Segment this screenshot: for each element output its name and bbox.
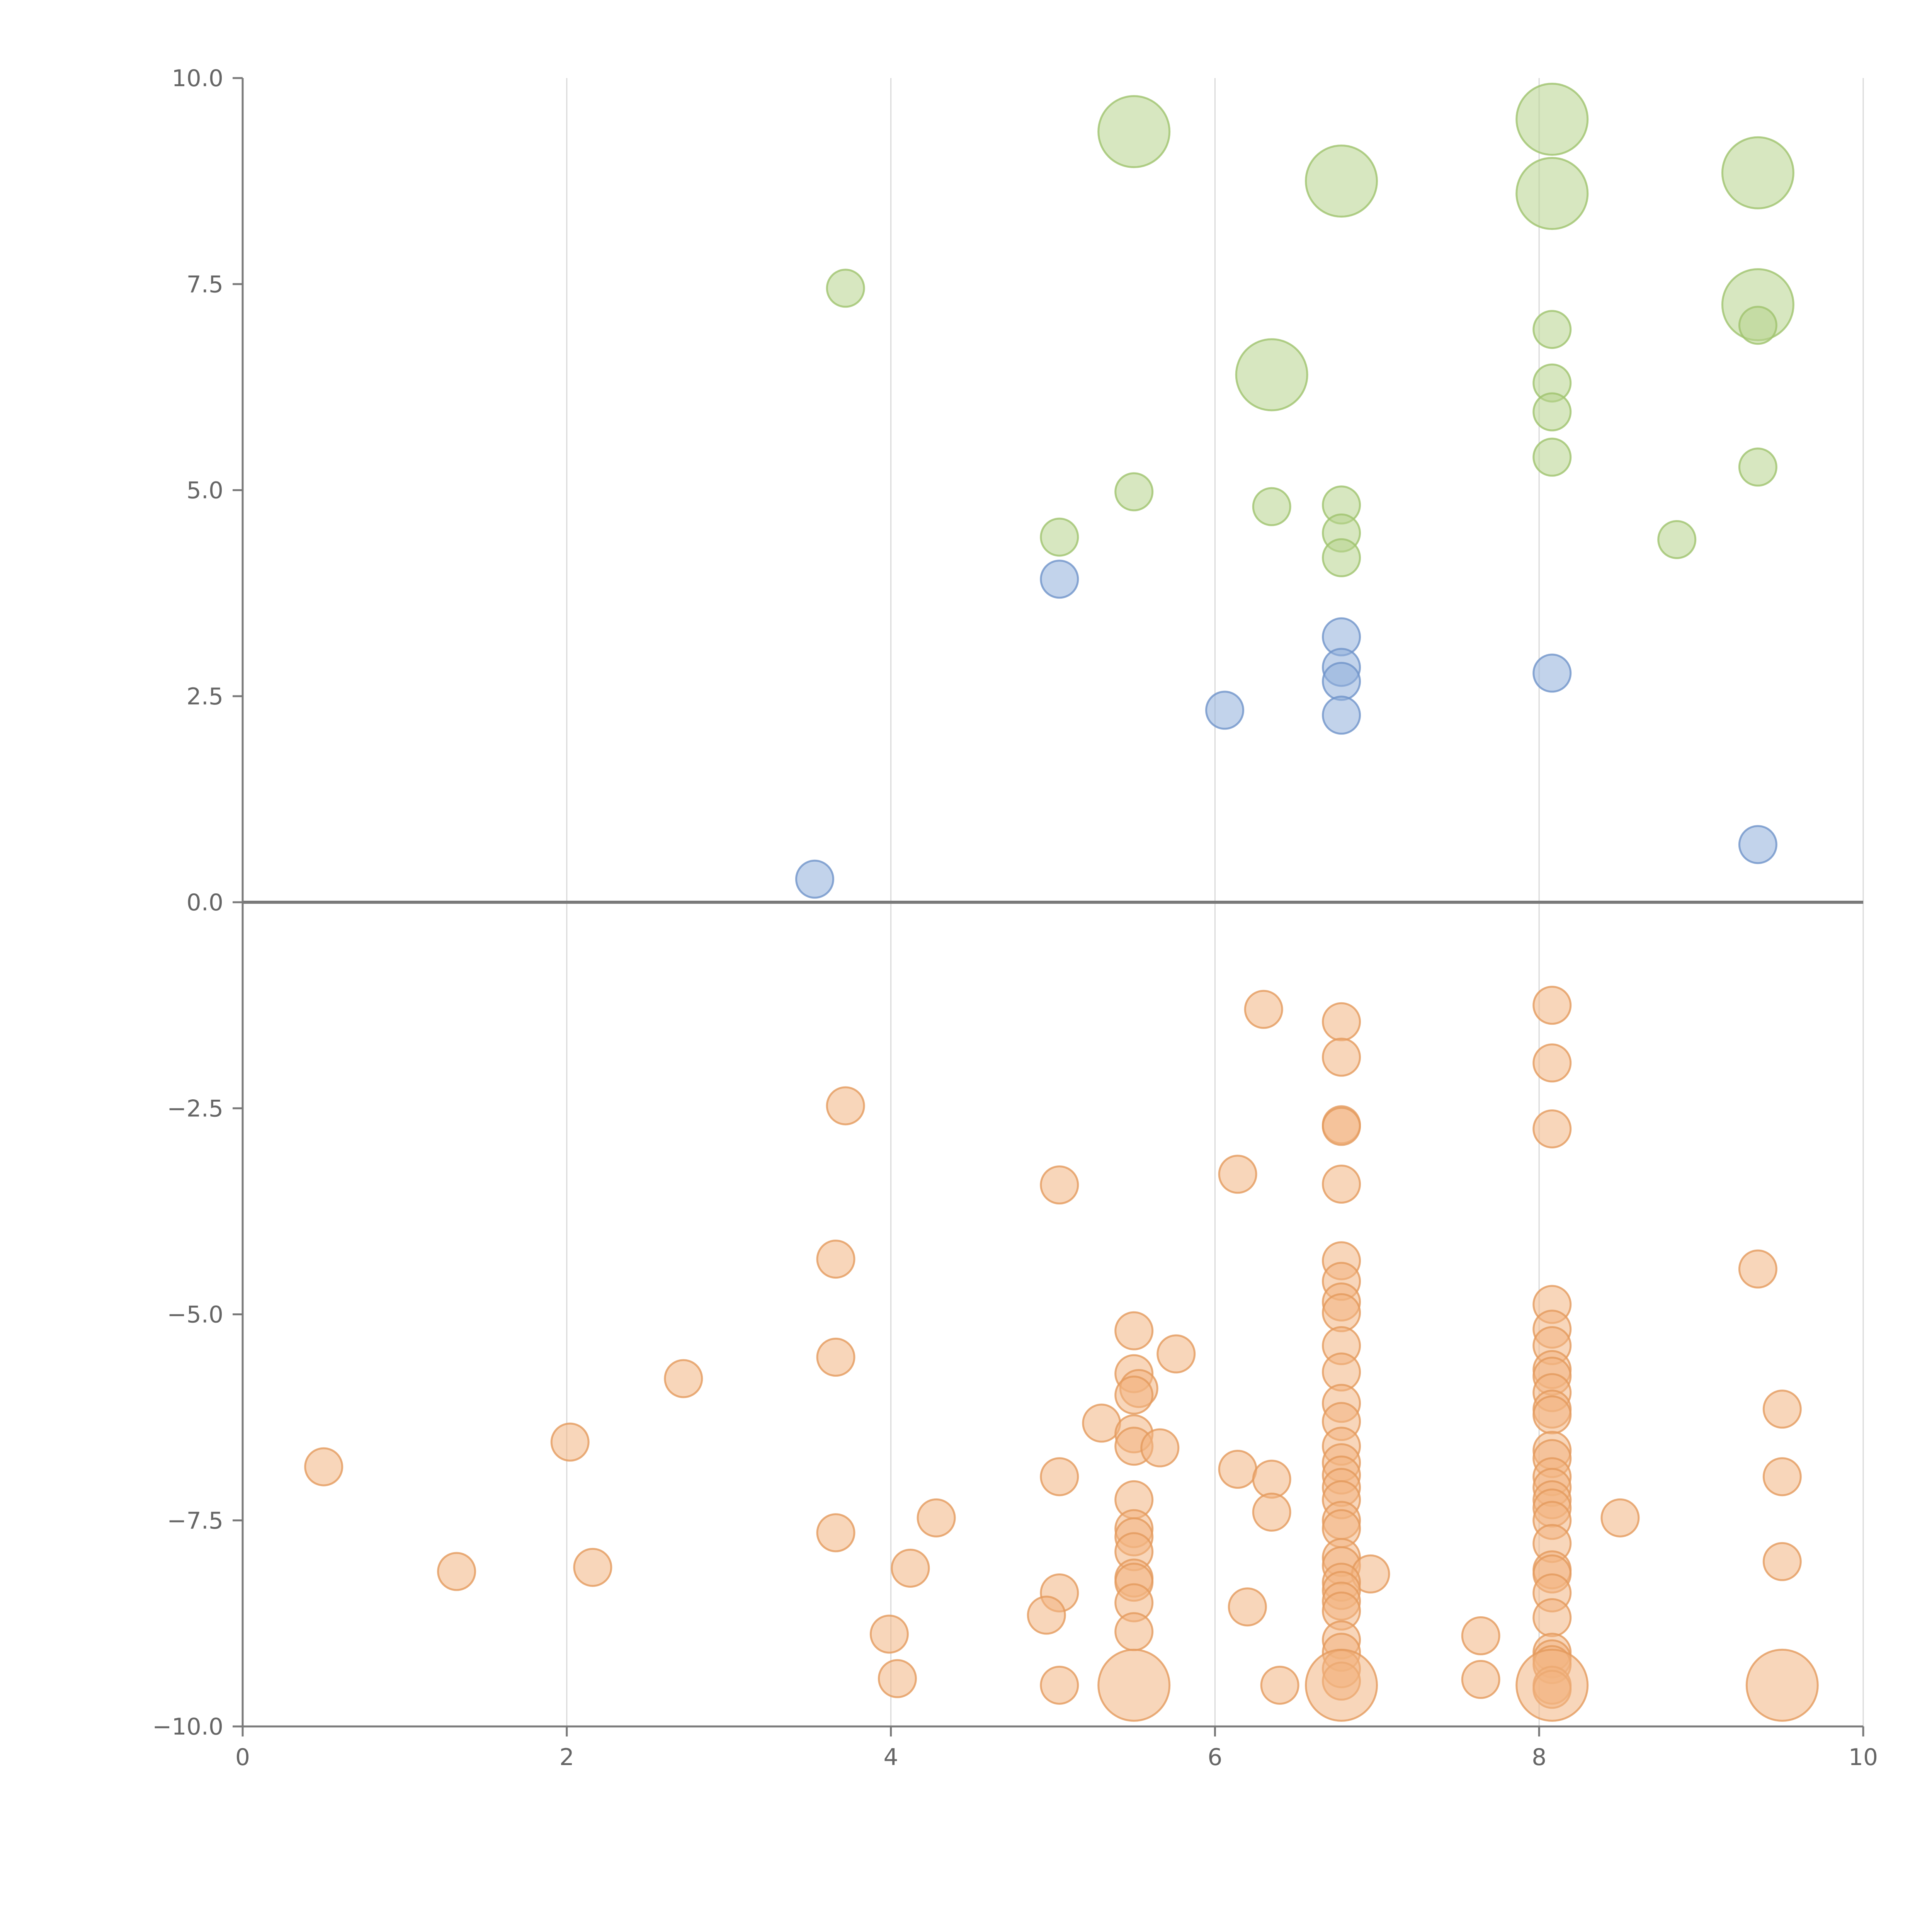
- data-point: [1738, 825, 1777, 864]
- data-point: [1205, 690, 1245, 730]
- data-point: [1097, 95, 1171, 168]
- data-point: [1235, 338, 1308, 412]
- data-point: [1532, 1598, 1572, 1637]
- data-point: [1532, 310, 1572, 349]
- y-tick-label: 7.5: [187, 271, 223, 298]
- data-point: [917, 1498, 956, 1537]
- data-point: [1097, 1648, 1171, 1722]
- data-point: [437, 1552, 476, 1591]
- x-tick-label: 0: [235, 1744, 250, 1771]
- data-point: [1040, 1665, 1079, 1705]
- data-point: [1532, 1395, 1572, 1435]
- data-point: [891, 1548, 930, 1588]
- data-point: [1745, 1648, 1819, 1722]
- data-point: [1322, 696, 1361, 735]
- data-point: [1228, 1587, 1267, 1627]
- y-tick-label: −2.5: [167, 1095, 223, 1122]
- data-point: [1657, 520, 1697, 559]
- y-tick-label: 2.5: [187, 683, 223, 710]
- data-point: [304, 1447, 344, 1486]
- data-point: [1322, 662, 1361, 701]
- data-point: [816, 1240, 855, 1279]
- data-point: [1156, 1334, 1196, 1374]
- data-point: [1461, 1616, 1500, 1655]
- data-point: [795, 859, 834, 899]
- data-point: [1322, 1002, 1361, 1041]
- data-point: [1762, 1389, 1802, 1429]
- data-point: [1461, 1660, 1500, 1699]
- data-point: [1322, 1107, 1361, 1146]
- data-point: [1140, 1428, 1180, 1468]
- data-point: [1532, 986, 1572, 1025]
- data-point: [1218, 1450, 1257, 1489]
- data-point: [826, 269, 865, 308]
- y-tick-label: 5.0: [187, 477, 223, 504]
- data-point: [1738, 447, 1777, 487]
- data-point: [1515, 1648, 1589, 1722]
- data-point: [1114, 1376, 1154, 1415]
- data-point: [869, 1614, 909, 1654]
- data-point: [1260, 1665, 1299, 1705]
- data-point: [1082, 1403, 1121, 1443]
- data-point: [816, 1513, 855, 1553]
- x-tick-label: 6: [1208, 1744, 1222, 1771]
- data-point: [816, 1337, 855, 1377]
- data-point: [1305, 145, 1378, 218]
- x-tick-label: 2: [560, 1744, 574, 1771]
- x-tick-label: 8: [1532, 1744, 1546, 1771]
- y-tick-label: −7.5: [167, 1507, 223, 1534]
- data-point: [1322, 1037, 1361, 1077]
- data-point: [1027, 1595, 1066, 1635]
- data-point: [1040, 517, 1079, 557]
- data-point: [1218, 1155, 1257, 1194]
- data-point: [1532, 1043, 1572, 1083]
- data-point: [1532, 392, 1572, 432]
- data-point: [1532, 653, 1572, 693]
- data-point: [1322, 1164, 1361, 1204]
- data-point: [664, 1359, 703, 1398]
- data-points: [304, 83, 1819, 1722]
- data-point: [1040, 1165, 1079, 1205]
- data-point: [1515, 157, 1589, 230]
- y-tick-label: −10.0: [152, 1713, 223, 1740]
- data-point: [1114, 1612, 1154, 1651]
- data-point: [1252, 1492, 1291, 1532]
- data-point: [1600, 1498, 1640, 1537]
- data-point: [1762, 1457, 1802, 1497]
- y-tick-label: −5.0: [167, 1301, 223, 1328]
- y-tick-label: 0.0: [187, 889, 223, 916]
- data-point: [878, 1659, 917, 1698]
- data-point: [1322, 538, 1361, 577]
- data-point: [1040, 1457, 1079, 1497]
- data-point: [1515, 83, 1589, 156]
- data-point: [1532, 437, 1572, 477]
- data-point: [1322, 1293, 1361, 1332]
- data-point: [826, 1086, 865, 1126]
- data-point: [1738, 306, 1777, 345]
- data-point: [1114, 1311, 1154, 1350]
- x-tick-label: 4: [884, 1744, 898, 1771]
- y-tick-label: 10.0: [172, 65, 223, 92]
- data-point: [1532, 1109, 1572, 1149]
- data-point: [1040, 560, 1079, 599]
- data-point: [573, 1548, 612, 1587]
- data-point: [1305, 1648, 1378, 1722]
- x-tick-label: 10: [1849, 1744, 1878, 1771]
- data-point: [1721, 136, 1794, 209]
- data-point: [1114, 472, 1154, 512]
- data-point: [1762, 1542, 1802, 1581]
- data-point: [1252, 487, 1291, 526]
- data-point: [1244, 990, 1283, 1029]
- data-point: [1738, 1249, 1777, 1289]
- data-point: [1252, 1459, 1291, 1499]
- data-point: [550, 1422, 590, 1462]
- axes: 0 2 4 6 8 10 10.0 7.5 5.0 2.5 0.0 −2.5 −5.0 −7.5 −10.0: [152, 65, 1878, 1771]
